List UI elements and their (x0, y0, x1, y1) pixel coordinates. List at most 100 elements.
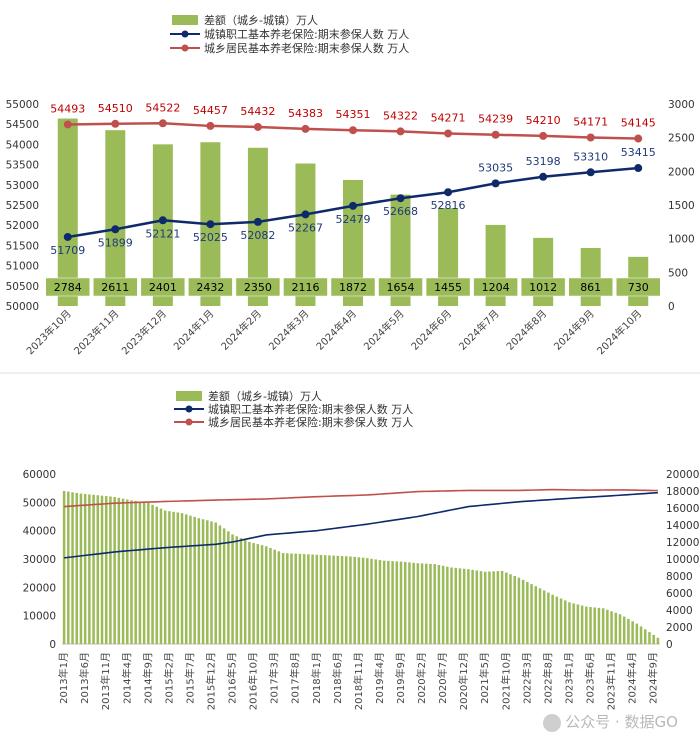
bar-diff (340, 556, 344, 644)
point-urban-7 (396, 194, 405, 203)
x-tick-label-6: 2015年7月 (183, 652, 196, 704)
bar-diff (378, 560, 382, 644)
bar-diff (307, 554, 310, 644)
x-tick-label-6: 2024年4月 (313, 307, 359, 353)
x-tick-label-12: 2024年10月 (594, 307, 644, 357)
line-rural (64, 488, 658, 508)
bar-diff (201, 519, 205, 644)
bar-diff (509, 574, 512, 644)
bar-diff-1 (105, 130, 126, 306)
bar-diff (538, 588, 542, 644)
right-tick-label-5: 10000 (666, 554, 699, 566)
bar-diff (614, 612, 618, 644)
bar-diff (391, 561, 394, 644)
bar-diff (568, 602, 571, 644)
bar-diff (286, 553, 289, 644)
bar-label-10: 1012 (529, 281, 557, 294)
x-tick-label-10: 2017年3月 (268, 652, 281, 704)
left-tick-label-2: 51000 (6, 261, 39, 273)
x-tick-label-11: 2017年8月 (289, 652, 302, 704)
bar-label-1: 2611 (101, 281, 129, 294)
bar-diff (526, 581, 529, 644)
bar-diff (227, 531, 230, 644)
bar-diff (92, 494, 95, 644)
x-tick-label-9: 2016年10月 (247, 652, 260, 710)
legend-label-0: 差额（城乡-城镇）万人 (204, 13, 318, 27)
x-tick-label-7: 2015年12月 (205, 652, 218, 710)
x-tick-label-26: 2023年11月 (605, 652, 618, 710)
bar-diff (100, 495, 104, 644)
bar-diff (252, 543, 255, 644)
bar-diff (218, 525, 222, 644)
bar-diff (193, 516, 196, 644)
x-tick-label-8: 2016年5月 (226, 652, 239, 704)
bar-diff (243, 540, 247, 644)
bar-diff (656, 637, 660, 644)
bar-label-2: 2401 (149, 281, 177, 294)
x-tick-label-28: 2024年9月 (647, 652, 660, 704)
bar-diff (382, 560, 386, 644)
bar-diff (328, 555, 331, 644)
data-label-urban-7: 52668 (383, 205, 418, 218)
bar-diff (231, 534, 234, 644)
x-tick-label-8: 2024年6月 (408, 307, 454, 353)
bar-diff (332, 555, 335, 644)
wechat-icon (543, 713, 562, 732)
bar-diff-5 (295, 163, 316, 306)
x-tick-label-3: 2024年1月 (171, 307, 217, 353)
x-tick-label-24: 2023年1月 (562, 652, 575, 704)
data-label-rural-7: 54322 (383, 109, 418, 122)
data-label-urban-11: 53310 (573, 150, 608, 163)
point-urban-5 (301, 210, 310, 219)
right-tick-label-6: 3000 (668, 99, 695, 111)
bar-diff (260, 545, 264, 644)
right-tick-label-3: 1500 (668, 200, 695, 212)
bar-diff (576, 604, 580, 644)
bar-diff (239, 538, 243, 644)
x-tick-label-14: 2018年11月 (352, 652, 365, 710)
watermark: 公众号 · 数据GO (543, 711, 678, 732)
bar-diff (513, 576, 516, 644)
left-tick-label-0: 0 (49, 639, 56, 651)
point-urban-0 (63, 232, 72, 241)
x-tick-label-4: 2014年9月 (141, 652, 154, 704)
point-rural-4 (253, 122, 262, 131)
data-label-urban-5: 52267 (288, 221, 323, 234)
x-tick-label-7: 2024年5月 (361, 307, 407, 353)
chart-bottom-panel: 差额（城乡-城镇）万人 城镇职工基本养老保险:期末参保人数 万人 城乡居民基本养老保… (0, 374, 700, 746)
legend-label-2: 城乡居民基本养老保险:期末参保人数 万人 (204, 41, 409, 55)
bar-diff (429, 563, 432, 644)
x-tick-label-18: 2020年7月 (436, 652, 449, 704)
data-label-rural-1: 54510 (98, 102, 133, 115)
bar-diff-4 (247, 147, 268, 306)
bar-label-box-1 (93, 277, 138, 297)
x-tick-label-25: 2023年6月 (584, 652, 597, 704)
x-tick-label-10: 2024年8月 (503, 307, 549, 353)
bar-diff (163, 510, 167, 644)
right-tick-label-2: 1000 (668, 234, 695, 246)
chart-top-panel: 差额（城乡-城镇）万人 城镇职工基本养老保险:期末参保人数 万人 城乡居民基本养老保… (0, 0, 700, 372)
data-label-rural-4: 54432 (240, 105, 275, 118)
bar-diff (290, 553, 293, 644)
bar-label-box-4 (235, 277, 281, 297)
bar-diff (639, 626, 643, 644)
left-tick-label-3: 30000 (23, 554, 56, 566)
bar-diff (505, 572, 508, 644)
data-label-rural-8: 54271 (431, 111, 466, 124)
right-tick-label-6: 12000 (666, 537, 699, 549)
point-urban-2 (158, 216, 167, 225)
data-label-urban-12: 53415 (621, 146, 656, 159)
point-rural-6 (349, 126, 357, 135)
left-tick-label-7: 53500 (6, 160, 39, 172)
bar-diff (248, 542, 251, 644)
x-tick-label-0: 2023年10月 (24, 307, 74, 357)
bar-diff (589, 607, 592, 644)
bar-diff (496, 571, 500, 644)
bar-diff (151, 504, 154, 644)
bar-diff (180, 513, 184, 644)
bar-diff (467, 569, 470, 644)
data-label-rural-10: 54210 (526, 114, 561, 127)
bar-diff (79, 493, 83, 644)
bar-label-box-6 (330, 277, 376, 297)
